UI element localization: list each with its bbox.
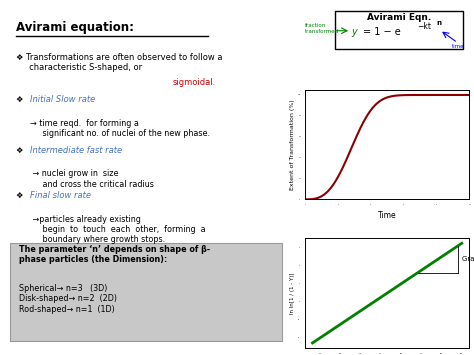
Text: → nuclei grow in  size
     and cross the critical radius: → nuclei grow in size and cross the crit… (30, 169, 154, 189)
Y-axis label: Extent of Transformation (%): Extent of Transformation (%) (290, 99, 295, 190)
Text: Gradient = n: Gradient = n (462, 256, 474, 262)
Text: time: time (452, 44, 464, 49)
Text: → time reqd.  for forming a
     significant no. of nuclei of the new phase.: → time reqd. for forming a significant n… (30, 119, 210, 138)
X-axis label: Time: Time (378, 211, 396, 220)
Text: Spherical→ n=3   (3D)
Disk-shaped→ n=2  (2D)
Rod-shaped→ n=1  (1D): Spherical→ n=3 (3D) Disk-shaped→ n=2 (2D… (19, 284, 117, 313)
Text: Initial Slow rate: Initial Slow rate (30, 95, 95, 104)
Text: Final slow rate: Final slow rate (30, 191, 91, 200)
Text: Intermediate fast rate: Intermediate fast rate (30, 146, 122, 154)
Text: −kt: −kt (417, 22, 431, 31)
Text: fraction
transformed: fraction transformed (305, 23, 339, 34)
Text: →particles already existing
     begin  to  touch  each  other,  forming  a
    : →particles already existing begin to tou… (30, 215, 206, 245)
Text: Avirami equation:: Avirami equation: (16, 21, 134, 34)
Text: n: n (437, 20, 441, 26)
FancyBboxPatch shape (335, 11, 463, 49)
Text: ❖: ❖ (16, 95, 26, 104)
Text: ❖: ❖ (16, 146, 26, 154)
Text: The parameter ‘n’ depends on shape of β-
phase particles (the Dimension):: The parameter ‘n’ depends on shape of β-… (19, 245, 210, 264)
Text: y: y (351, 27, 357, 37)
Y-axis label: ln ln[1 / (1 - Y)]: ln ln[1 / (1 - Y)] (291, 272, 295, 314)
Text: ❖ Transformations are often observed to follow a
     characteristic S-shaped, o: ❖ Transformations are often observed to … (16, 53, 222, 72)
Text: sigmoidal.: sigmoidal. (173, 78, 216, 87)
Text: = 1 − e: = 1 − e (363, 27, 400, 37)
Text: Avirami Eqn.: Avirami Eqn. (366, 13, 431, 22)
Text: ❖: ❖ (16, 191, 26, 200)
FancyBboxPatch shape (10, 244, 282, 341)
